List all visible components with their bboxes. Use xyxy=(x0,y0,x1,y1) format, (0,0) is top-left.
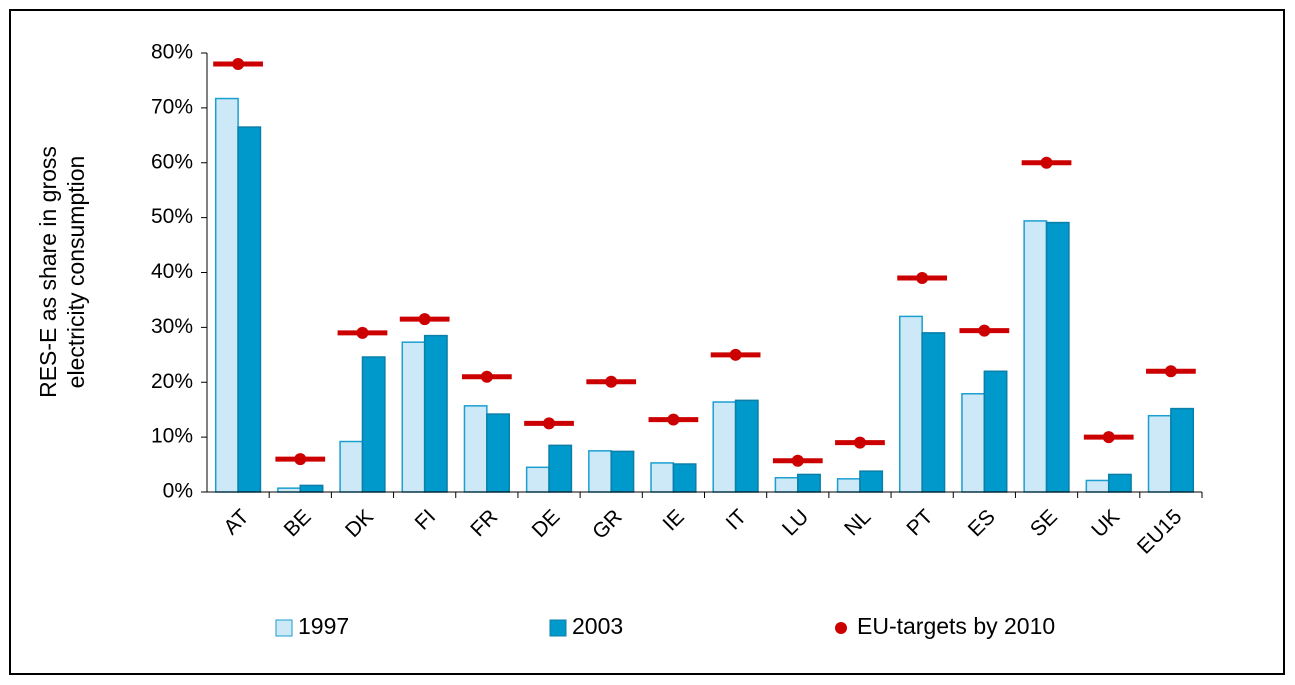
legend-swatch xyxy=(549,619,567,637)
target-dot xyxy=(916,271,929,284)
target-dot xyxy=(978,324,991,337)
bar xyxy=(299,484,324,493)
bar xyxy=(774,476,799,493)
target-dot xyxy=(791,454,804,467)
bar xyxy=(921,332,946,493)
bar xyxy=(1045,221,1070,493)
target-dot xyxy=(853,436,866,449)
target-dot xyxy=(543,417,556,430)
target-dot xyxy=(480,370,493,383)
target-dot xyxy=(729,348,742,361)
y-tick-label: 40% xyxy=(151,260,193,283)
bar xyxy=(1085,479,1110,493)
bar xyxy=(1107,473,1132,493)
y-tick-label: 50% xyxy=(151,205,193,228)
bar xyxy=(797,473,821,493)
bar xyxy=(401,341,426,493)
bar xyxy=(961,393,986,493)
bar xyxy=(859,470,884,493)
target-dot xyxy=(232,57,245,70)
target-dot xyxy=(1102,431,1115,444)
bar xyxy=(650,462,675,493)
bar xyxy=(672,463,697,493)
legend-label: EU-targets by 2010 xyxy=(857,613,1055,639)
y-tick-label: 10% xyxy=(151,425,193,448)
bar xyxy=(734,399,759,493)
legend-label: 1997 xyxy=(298,613,349,639)
legend-swatch xyxy=(275,619,293,637)
y-tick-label: 30% xyxy=(151,315,193,338)
bar xyxy=(423,334,448,493)
bar xyxy=(361,356,386,493)
bar xyxy=(237,126,262,493)
bar xyxy=(712,401,737,493)
target-dot xyxy=(356,326,369,339)
y-tick-label: 20% xyxy=(151,370,193,393)
chart-frame xyxy=(9,9,1285,675)
legend-label: 2003 xyxy=(572,613,623,639)
bar xyxy=(525,466,550,493)
bar xyxy=(339,440,364,493)
y-tick-label: 70% xyxy=(151,95,193,118)
y-axis-title: RES-E as share in gross xyxy=(35,146,61,398)
bar xyxy=(1170,407,1195,493)
legend-swatch xyxy=(835,622,847,634)
y-tick-label: 0% xyxy=(163,480,193,503)
bar xyxy=(463,405,488,493)
bar xyxy=(588,450,612,493)
bar xyxy=(983,370,1008,493)
target-dot xyxy=(605,375,618,388)
bar xyxy=(486,413,510,493)
bar xyxy=(899,315,923,493)
bar xyxy=(610,450,635,493)
bar xyxy=(277,487,302,493)
target-dot xyxy=(667,413,680,426)
y-tick-label: 80% xyxy=(151,41,193,64)
bar xyxy=(836,478,861,493)
bar xyxy=(1147,414,1172,493)
target-dot xyxy=(418,313,431,326)
y-tick-label: 60% xyxy=(151,150,193,173)
bar xyxy=(1023,220,1048,493)
bar xyxy=(548,444,573,493)
target-dot xyxy=(1164,365,1177,378)
bar xyxy=(214,97,239,493)
y-axis-title: electricity consumption xyxy=(63,156,89,389)
target-dot xyxy=(1040,156,1053,169)
target-dot xyxy=(294,453,307,466)
